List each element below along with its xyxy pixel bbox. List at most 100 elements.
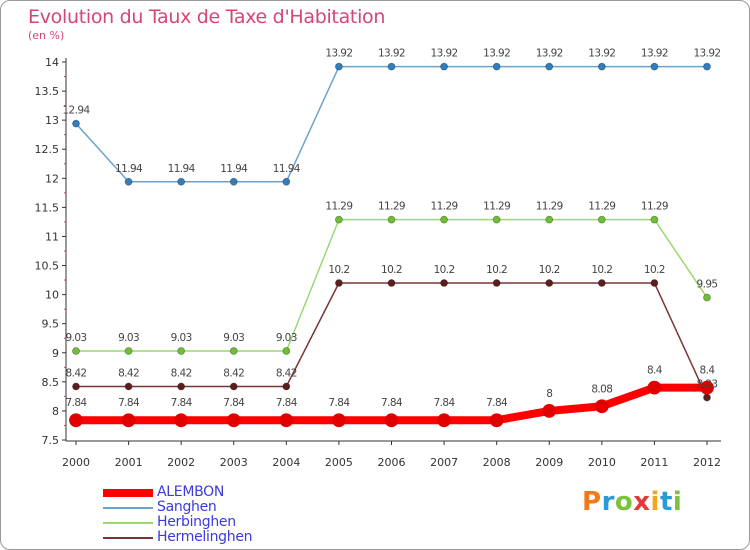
data-label-herbinghen: 11.29 <box>536 201 563 213</box>
data-point-herbinghen <box>545 215 554 224</box>
data-label-alembon: 7.84 <box>381 397 403 409</box>
x-tick-label: 2000 <box>62 456 90 469</box>
data-label-alembon: 8.4 <box>700 365 716 377</box>
x-tick-label: 2001 <box>115 456 143 469</box>
data-point-hermelinghen <box>124 382 133 391</box>
logo-letter: i <box>650 487 660 517</box>
x-tick-label: 2003 <box>220 456 248 469</box>
chart-title: Evolution du Taux de Taxe d'Habitation <box>28 6 386 28</box>
data-label-hermelinghen: 8.42 <box>276 367 297 379</box>
data-label-hermelinghen: 8.23 <box>697 379 718 391</box>
data-label-herbinghen: 9.03 <box>276 332 297 344</box>
logo-letter: t <box>659 487 673 517</box>
data-point-alembon <box>332 413 346 428</box>
data-label-sanghen: 13.92 <box>325 48 352 60</box>
data-point-sanghen <box>282 177 291 186</box>
data-point-herbinghen <box>72 347 80 355</box>
data-point-alembon <box>226 413 241 428</box>
data-point-sanghen <box>440 62 448 71</box>
legend-label-herbinghen: Herbinghen <box>157 514 236 530</box>
data-point-alembon <box>647 380 662 395</box>
data-point-sanghen <box>597 62 606 71</box>
data-label-sanghen: 13.92 <box>378 48 405 60</box>
logo-letter: o <box>614 487 634 517</box>
data-point-herbinghen <box>335 215 343 224</box>
data-point-herbinghen <box>124 347 133 355</box>
data-label-hermelinghen: 10.2 <box>539 264 560 276</box>
x-tick-label: 2009 <box>535 456 563 469</box>
legend-label-hermelinghen: Hermelinghen <box>157 529 253 545</box>
data-label-herbinghen: 11.29 <box>641 201 668 213</box>
data-point-hermelinghen <box>440 279 448 287</box>
data-label-alembon: 7.84 <box>328 397 350 409</box>
data-label-hermelinghen: 8.42 <box>66 367 87 379</box>
data-label-hermelinghen: 10.2 <box>591 264 612 276</box>
data-point-herbinghen <box>597 215 606 224</box>
data-label-herbinghen: 11.29 <box>378 201 405 213</box>
y-tick-label: 12.5 <box>35 143 60 156</box>
data-point-alembon <box>700 380 714 395</box>
data-label-herbinghen: 9.03 <box>66 332 87 344</box>
data-label-alembon: 7.84 <box>276 397 298 409</box>
data-point-hermelinghen <box>387 279 396 287</box>
data-label-herbinghen: 11.29 <box>483 201 510 213</box>
data-point-sanghen <box>387 62 396 71</box>
data-label-hermelinghen: 10.2 <box>486 264 507 276</box>
x-tick-label: 2004 <box>272 456 300 469</box>
data-label-hermelinghen: 8.42 <box>171 367 192 379</box>
logo-letter: x <box>633 487 651 517</box>
chart-unit: (en %) <box>28 29 65 42</box>
y-tick-label: 9 <box>52 347 59 360</box>
data-label-herbinghen: 9.03 <box>118 332 139 344</box>
x-tick-label: 2011 <box>640 456 668 469</box>
legend-swatch-herbinghen <box>103 521 153 524</box>
data-label-alembon: 7.84 <box>171 397 193 409</box>
data-label-herbinghen: 11.29 <box>325 201 352 213</box>
legend-item-sanghen: Sanghen <box>103 500 252 515</box>
data-point-sanghen <box>650 62 659 71</box>
data-label-hermelinghen: 8.42 <box>223 367 244 379</box>
x-tick-label: 2006 <box>377 456 405 469</box>
data-point-herbinghen <box>387 215 396 224</box>
logo-letter: r <box>601 487 615 517</box>
data-label-sanghen: 11.94 <box>273 163 301 175</box>
data-point-hermelinghen <box>72 382 80 391</box>
data-point-sanghen <box>703 62 711 71</box>
data-label-alembon: 7.84 <box>223 397 245 409</box>
y-tick-label: 13 <box>45 114 59 127</box>
data-label-alembon: 7.84 <box>118 397 140 409</box>
logo-letter: P <box>582 487 602 517</box>
data-point-sanghen <box>545 62 554 71</box>
x-tick-label: 2010 <box>588 456 616 469</box>
data-point-herbinghen <box>650 215 659 224</box>
data-label-sanghen: 13.92 <box>588 48 615 60</box>
x-tick-label: 2008 <box>483 456 511 469</box>
x-tick-label: 2007 <box>430 456 458 469</box>
x-tick-label: 2012 <box>693 456 721 469</box>
legend-label-sanghen: Sanghen <box>157 499 217 515</box>
data-point-alembon <box>174 413 189 428</box>
data-point-hermelinghen <box>177 382 186 391</box>
axes: 7.5 8 8.5 9 9.5 10 10.5 11 11.5 12 12.5 13 13.5 14 200… <box>35 56 721 469</box>
legend: ALEMBON Sanghen Herbinghen Hermelinghen <box>103 484 253 545</box>
data-label-alembon: 8.4 <box>647 365 663 377</box>
legend-swatch-alembon <box>103 488 153 497</box>
data-point-herbinghen <box>282 347 291 355</box>
data-point-sanghen <box>335 62 343 71</box>
data-label-herbinghen: 9.03 <box>223 332 244 344</box>
data-label-sanghen: 11.94 <box>115 163 143 175</box>
data-label-sanghen: 11.94 <box>220 163 248 175</box>
y-tick-label: 14 <box>45 56 59 69</box>
data-label-hermelinghen: 10.2 <box>381 264 402 276</box>
data-point-sanghen <box>492 62 501 71</box>
data-label-herbinghen: 11.29 <box>431 201 458 213</box>
legend-label-alembon: ALEMBON <box>157 484 225 500</box>
data-point-hermelinghen <box>282 382 291 391</box>
data-point-alembon <box>437 413 451 428</box>
data-point-alembon <box>384 413 399 428</box>
data-label-herbinghen: 11.29 <box>588 201 615 213</box>
data-label-sanghen: 12.94 <box>62 105 90 117</box>
y-tick-label: 12 <box>45 172 59 185</box>
data-point-sanghen <box>72 119 80 128</box>
data-point-hermelinghen <box>229 382 238 391</box>
